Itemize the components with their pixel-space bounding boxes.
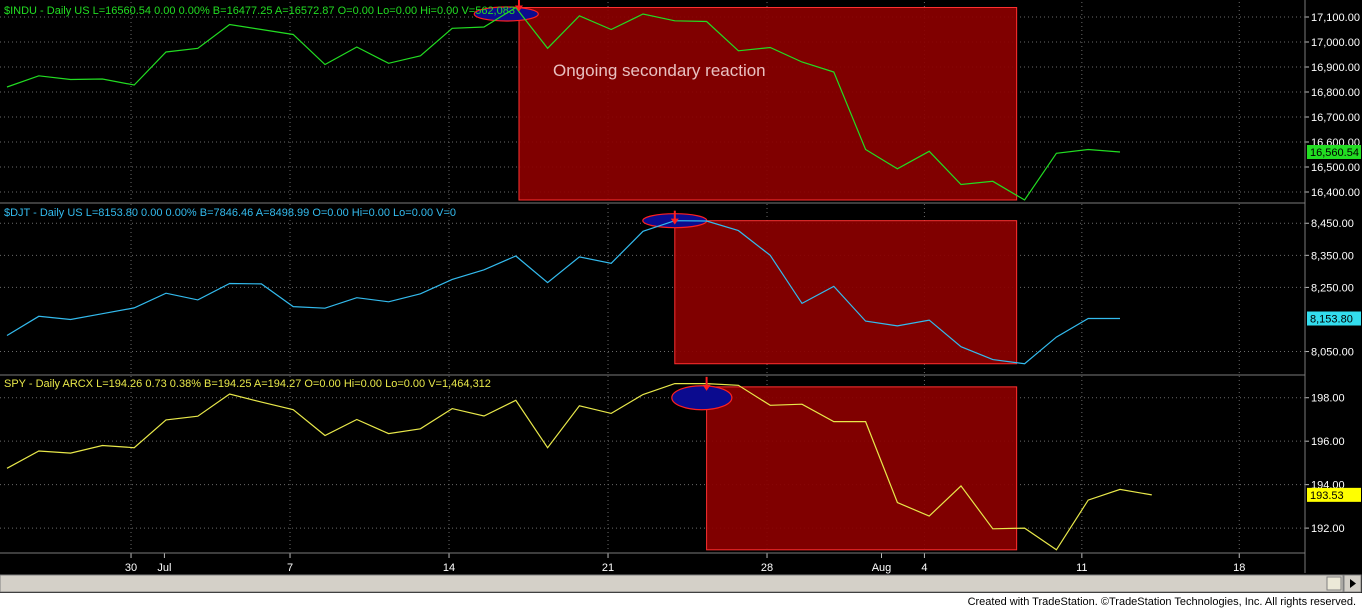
y-tick-label: 192.00 bbox=[1311, 523, 1345, 535]
y-tick-label: 16,800.00 bbox=[1311, 87, 1360, 99]
down-arrow-head-icon bbox=[670, 218, 679, 225]
horizontal-scrollbar[interactable] bbox=[0, 574, 1344, 593]
down-arrow-head-icon bbox=[514, 5, 523, 12]
y-tick-label: 16,400.00 bbox=[1311, 187, 1360, 199]
indu-header: $INDU - Daily US L=16560.54 0.00 0.00% B… bbox=[4, 5, 515, 17]
y-tick-label: 198.00 bbox=[1311, 393, 1345, 405]
scrollbar-thumb[interactable] bbox=[1326, 576, 1342, 591]
y-tick-label: 8,350.00 bbox=[1311, 250, 1354, 262]
x-tick-label: 21 bbox=[602, 562, 614, 574]
x-tick-label: 14 bbox=[443, 562, 455, 574]
x-tick-label: 7 bbox=[287, 562, 293, 574]
x-tick-label: 4 bbox=[921, 562, 927, 574]
y-tick-label: 8,050.00 bbox=[1311, 347, 1354, 359]
price-line bbox=[6, 6, 1121, 201]
credit-text: Created with TradeStation. ©TradeStation… bbox=[968, 596, 1356, 608]
price-line bbox=[6, 220, 1120, 365]
last-price-label: 193.53 bbox=[1310, 490, 1344, 502]
y-tick-label: 8,250.00 bbox=[1311, 282, 1354, 294]
secondary-reaction-annotation: Ongoing secondary reaction bbox=[553, 61, 766, 80]
last-price-badge bbox=[1307, 311, 1361, 326]
reaction-box bbox=[706, 386, 1018, 551]
last-price-badge bbox=[1307, 145, 1361, 159]
y-tick-label: 17,000.00 bbox=[1311, 37, 1360, 49]
indu-pane[interactable]: 17,100.00 17,000.00 16,900.00 16,800.00 16,7… bbox=[0, 0, 1361, 202]
price-line bbox=[6, 383, 1152, 551]
down-arrow-head-icon bbox=[702, 384, 711, 391]
x-tick-label: Aug bbox=[872, 562, 892, 574]
spy-header: SPY - Daily ARCX L=194.26 0.73 0.38% B=1… bbox=[4, 378, 491, 390]
x-tick-label: 30 bbox=[125, 562, 137, 574]
x-axis: 30 Jul 7 14 21 28 Aug 4 11 18 bbox=[125, 553, 1245, 574]
reaction-box bbox=[518, 7, 1018, 201]
y-tick-label: 8,450.00 bbox=[1311, 218, 1354, 230]
x-tick-label: Jul bbox=[157, 562, 171, 574]
last-price-label: 8,153.80 bbox=[1310, 314, 1353, 326]
y-tick-label: 196.00 bbox=[1311, 436, 1345, 448]
x-tick-label: 11 bbox=[1076, 562, 1087, 574]
x-tick-label: 28 bbox=[761, 562, 773, 574]
djt-header: $DJT - Daily US L=8153.80 0.00 0.00% B=7… bbox=[4, 207, 456, 219]
peak-oval-marker bbox=[671, 385, 733, 411]
last-price-badge bbox=[1307, 487, 1361, 502]
y-tick-label: 17,100.00 bbox=[1311, 12, 1360, 24]
x-tick-label: 18 bbox=[1233, 562, 1245, 574]
scroll-right-button[interactable] bbox=[1343, 574, 1362, 593]
djt-pane[interactable]: 8,450.00 8,350.00 8,250.00 8,050.00 8,153.80 bbox=[0, 204, 1361, 374]
last-price-label: 16,560.54 bbox=[1310, 147, 1359, 159]
scroll-right-arrow-icon bbox=[1350, 579, 1356, 588]
footer-bar bbox=[0, 593, 1362, 608]
y-tick-label: 16,700.00 bbox=[1311, 112, 1360, 124]
y-tick-label: 16,500.00 bbox=[1311, 162, 1360, 174]
y-tick-label: 16,900.00 bbox=[1311, 62, 1360, 74]
reaction-box bbox=[674, 220, 1018, 365]
